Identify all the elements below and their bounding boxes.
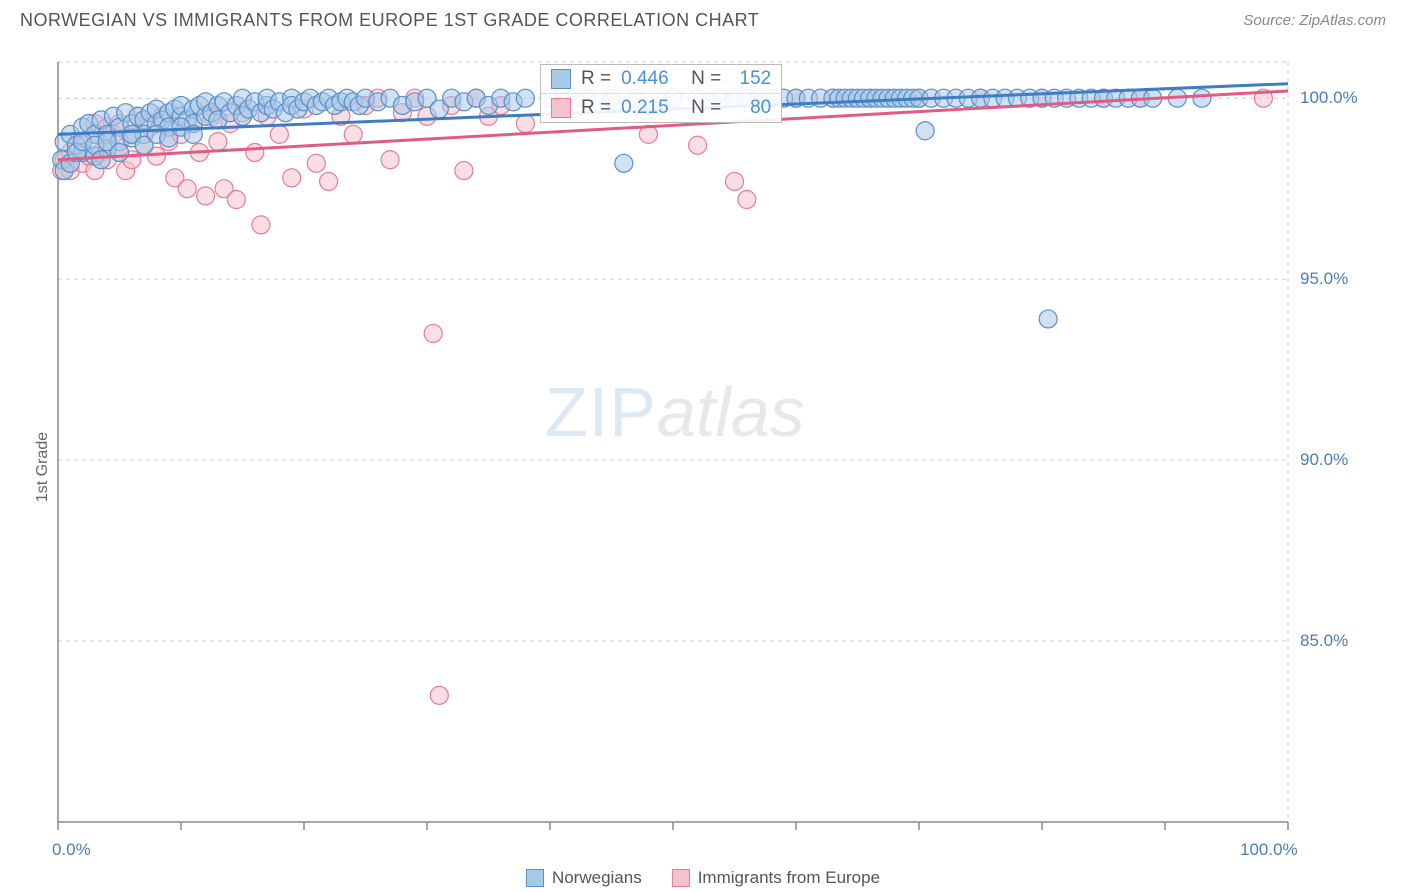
stats-row-series-b: R = 0.215 N = 80 [541,94,781,122]
x-tick-label: 0.0% [52,840,91,860]
legend-label-b: Immigrants from Europe [698,868,880,888]
legend-swatch-b [672,869,690,887]
legend-label-a: Norwegians [552,868,642,888]
scatter-plot-svg [0,42,1406,892]
x-tick-label: 100.0% [1240,840,1298,860]
stats-box: R = 0.446 N = 152 R = 0.215 N = 80 [540,64,782,123]
legend-swatch-a [526,869,544,887]
chart-area: 1st Grade ZIPatlas R = 0.446 N = 152 R =… [0,42,1406,892]
source-attribution: Source: ZipAtlas.com [1243,12,1386,29]
chart-title: NORWEGIAN VS IMMIGRANTS FROM EUROPE 1ST … [20,10,759,31]
series-a-swatch [551,69,571,89]
y-tick-label: 85.0% [1300,631,1348,651]
legend: Norwegians Immigrants from Europe [526,868,880,888]
y-tick-label: 90.0% [1300,450,1348,470]
legend-item-a: Norwegians [526,868,642,888]
y-tick-label: 100.0% [1300,88,1358,108]
legend-item-b: Immigrants from Europe [672,868,880,888]
y-tick-label: 95.0% [1300,269,1348,289]
stats-row-series-a: R = 0.446 N = 152 [541,65,781,94]
chart-header: NORWEGIAN VS IMMIGRANTS FROM EUROPE 1ST … [0,0,1406,37]
series-b-swatch [551,98,571,118]
